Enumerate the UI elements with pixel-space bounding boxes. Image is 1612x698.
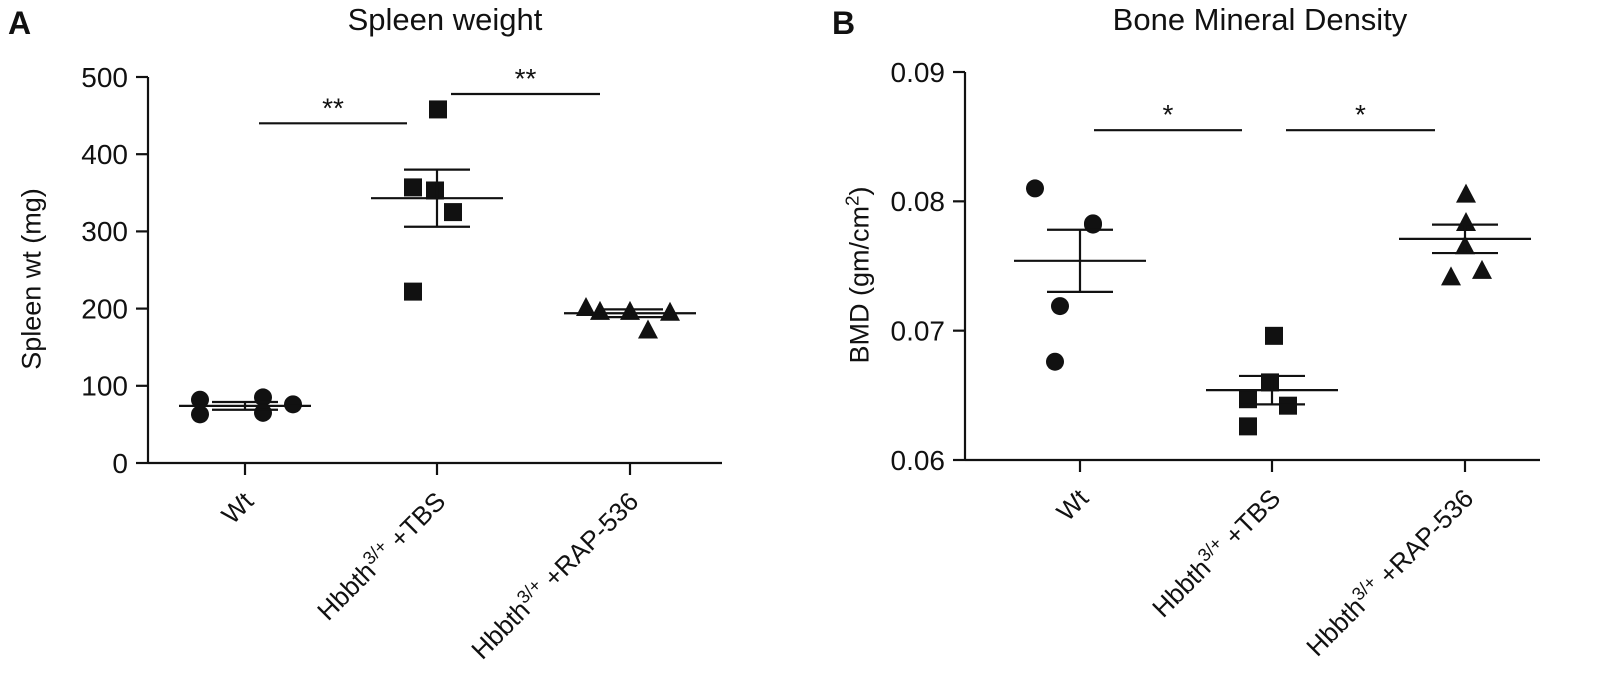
text-part: Spleen wt (mg) bbox=[16, 188, 46, 370]
y-tick-label: 0 bbox=[112, 448, 128, 479]
y-tick-label: 0.08 bbox=[891, 186, 946, 217]
data-point bbox=[1279, 396, 1297, 415]
y-axis-label: Spleen wt (mg) bbox=[16, 188, 46, 370]
chart-title: Spleen weight bbox=[348, 2, 543, 37]
superscript: 2 bbox=[842, 195, 863, 206]
data-point bbox=[1026, 179, 1044, 198]
y-tick-label: 400 bbox=[81, 139, 128, 170]
x-tick-label: Hbbth3/+ +TBS bbox=[310, 485, 452, 627]
data-point bbox=[1239, 390, 1257, 409]
data-point bbox=[284, 395, 302, 414]
data-point bbox=[1051, 297, 1069, 316]
chart-title: Bone Mineral Density bbox=[1113, 2, 1408, 37]
data-point bbox=[444, 203, 462, 222]
significance-label: * bbox=[1163, 99, 1174, 130]
data-point bbox=[660, 301, 680, 321]
x-tick-label: Wt bbox=[1051, 482, 1095, 526]
y-tick-label: 300 bbox=[81, 216, 128, 247]
data-point bbox=[191, 405, 209, 424]
data-point bbox=[254, 403, 272, 422]
significance-label: ** bbox=[515, 63, 537, 94]
error-bar bbox=[597, 308, 663, 319]
error-bar bbox=[1239, 374, 1305, 406]
text-part: ) bbox=[844, 186, 874, 195]
significance-label: ** bbox=[322, 92, 344, 123]
text-part: +TBS bbox=[378, 486, 451, 559]
data-point bbox=[254, 388, 272, 407]
error-bar bbox=[1047, 228, 1113, 293]
data-point bbox=[1261, 373, 1279, 392]
text-part: Wt bbox=[1051, 482, 1095, 526]
data-point bbox=[404, 178, 422, 197]
text-part: +RAP-536 bbox=[533, 486, 645, 598]
x-tick-label: Hbbth3/+ +RAP-536 bbox=[464, 485, 644, 665]
data-point bbox=[1472, 259, 1492, 279]
y-tick-label: 500 bbox=[81, 62, 128, 93]
data-point bbox=[1265, 326, 1283, 345]
y-tick-label: 0.06 bbox=[891, 445, 946, 476]
y-axis-label: BMD (gm/cm2) bbox=[842, 186, 875, 363]
panel-label: B bbox=[832, 5, 855, 41]
x-tick-label: Wt bbox=[216, 485, 260, 529]
data-point bbox=[638, 319, 658, 339]
data-point bbox=[1239, 417, 1257, 436]
data-point bbox=[1441, 266, 1461, 286]
panel-label: A bbox=[8, 5, 31, 41]
error-bar bbox=[404, 168, 470, 228]
x-tick-label: Hbbth3/+ +RAP-536 bbox=[1299, 482, 1479, 662]
data-point bbox=[191, 390, 209, 409]
text-part: +RAP-536 bbox=[1368, 483, 1480, 595]
text-part: Wt bbox=[216, 485, 260, 529]
data-point bbox=[426, 181, 444, 200]
data-point bbox=[576, 297, 596, 317]
data-point bbox=[404, 282, 422, 301]
x-tick-label: Hbbth3/+ +TBS bbox=[1145, 482, 1287, 624]
text-part: BMD (gm/cm bbox=[844, 206, 874, 364]
text-part: +TBS bbox=[1213, 483, 1286, 556]
error-bar bbox=[212, 400, 278, 411]
y-tick-label: 0.07 bbox=[891, 315, 946, 346]
y-tick-label: 200 bbox=[81, 293, 128, 324]
data-point bbox=[1084, 214, 1102, 233]
y-tick-label: 0.09 bbox=[891, 57, 946, 88]
error-bar bbox=[1432, 223, 1498, 255]
data-point bbox=[1456, 212, 1476, 232]
significance-label: * bbox=[1355, 99, 1366, 130]
data-point bbox=[1456, 183, 1476, 203]
data-point bbox=[1046, 352, 1064, 371]
data-point bbox=[429, 100, 447, 119]
y-tick-label: 100 bbox=[81, 371, 128, 402]
